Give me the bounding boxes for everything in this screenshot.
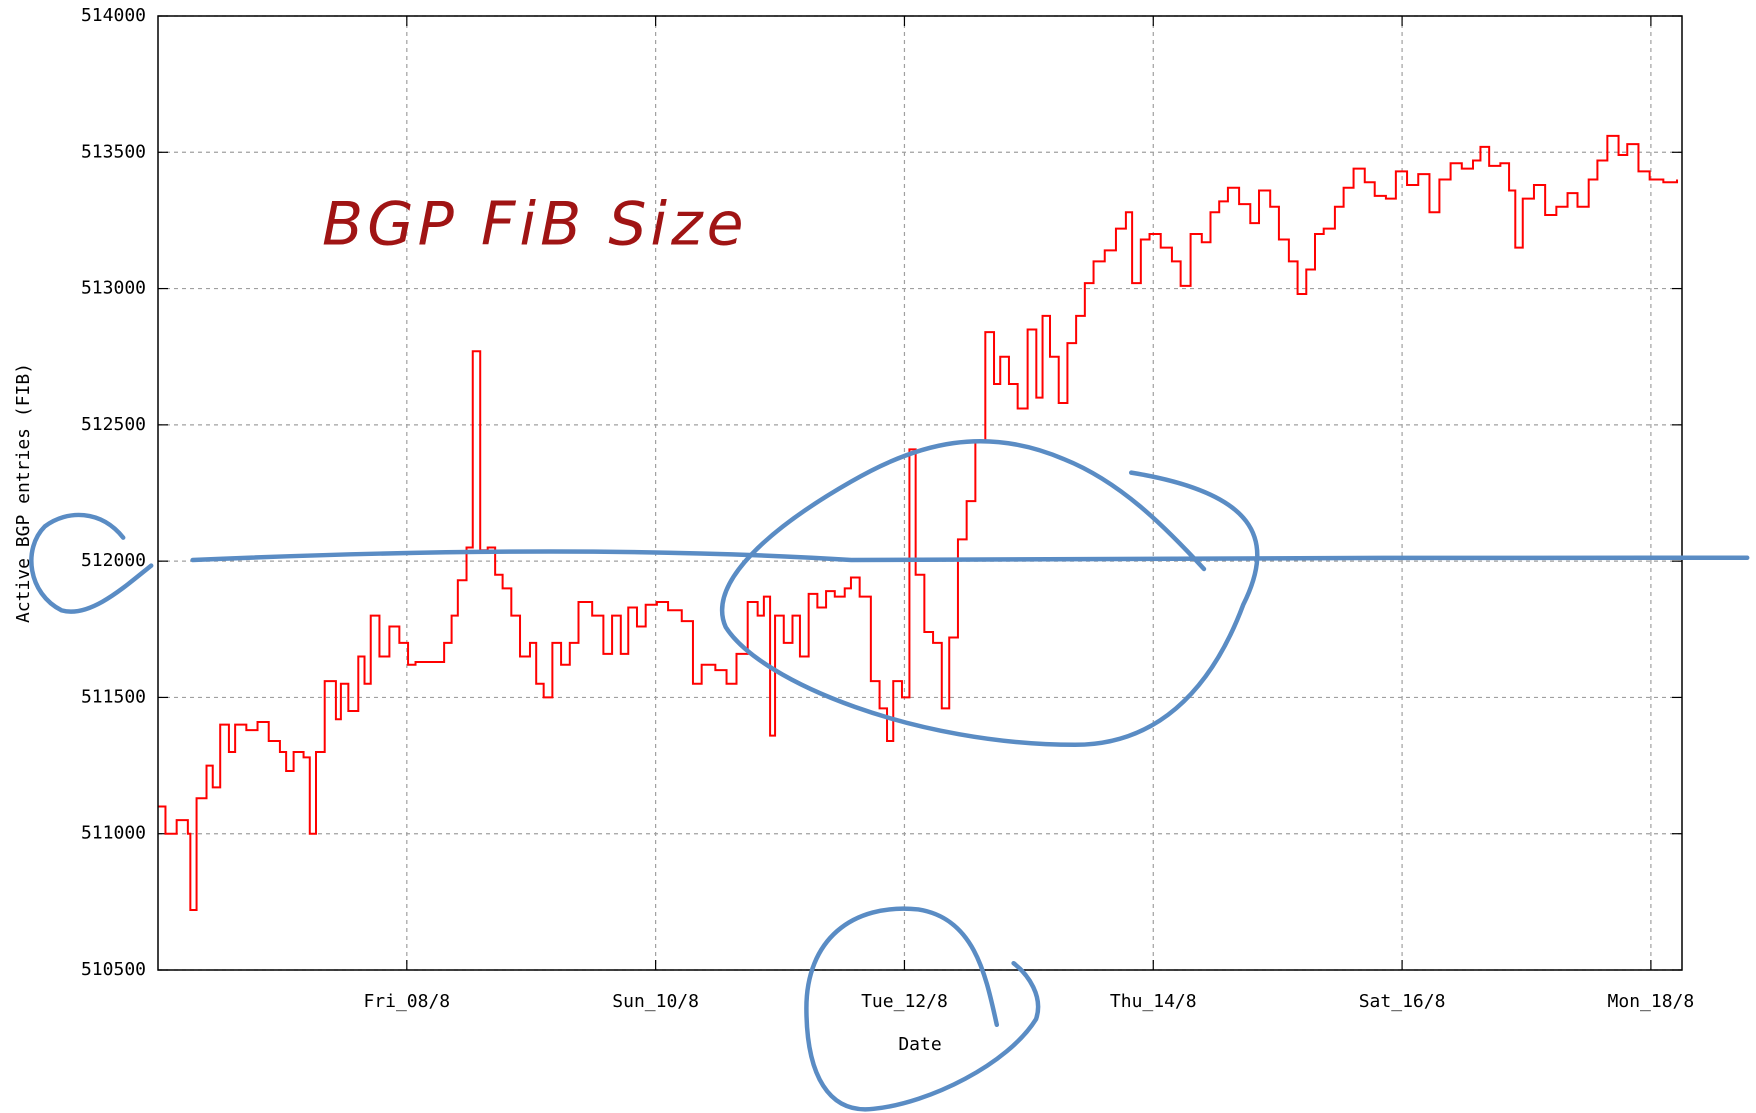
x-tick-label: Tue_12/8 (861, 991, 948, 1012)
y-tick-label: 511000 (81, 823, 146, 844)
y-tick-label: 510500 (81, 959, 146, 980)
x-tick-label: Mon_18/8 (1608, 991, 1695, 1012)
plot-frame (157, 15, 1683, 971)
pen-line (190, 549, 1750, 563)
y-axis-label: Active BGP entries (FIB) (13, 363, 34, 623)
y-tick-label: 511500 (81, 686, 146, 707)
pen-circle-y (29, 512, 154, 614)
y-tick-label: 513000 (81, 278, 146, 299)
y-tick-label: 512000 (81, 550, 146, 571)
x-tick-label: Sat_16/8 (1359, 991, 1446, 1012)
annotation: BGP FiB Size (322, 190, 748, 260)
x-tick-label: Sun_10/8 (612, 991, 699, 1012)
x-tick-label: Thu_14/8 (1110, 991, 1197, 1012)
plot-area (158, 134, 1679, 912)
x-tick-label: Fri_08/8 (363, 991, 450, 1012)
y-tick-label: 512500 (81, 414, 146, 435)
pen-circle-x (804, 906, 1041, 1112)
labels: 510500 511000 511500 512000 512500 513000 5135… (81, 5, 1694, 1012)
data-line (158, 134, 1679, 912)
y-tick-label: 514000 (81, 5, 146, 26)
x-axis-label: Date (898, 1034, 941, 1055)
pen-loop (719, 438, 1260, 748)
pen-marks (29, 438, 1750, 1112)
y-tick-label: 513500 (81, 141, 146, 162)
